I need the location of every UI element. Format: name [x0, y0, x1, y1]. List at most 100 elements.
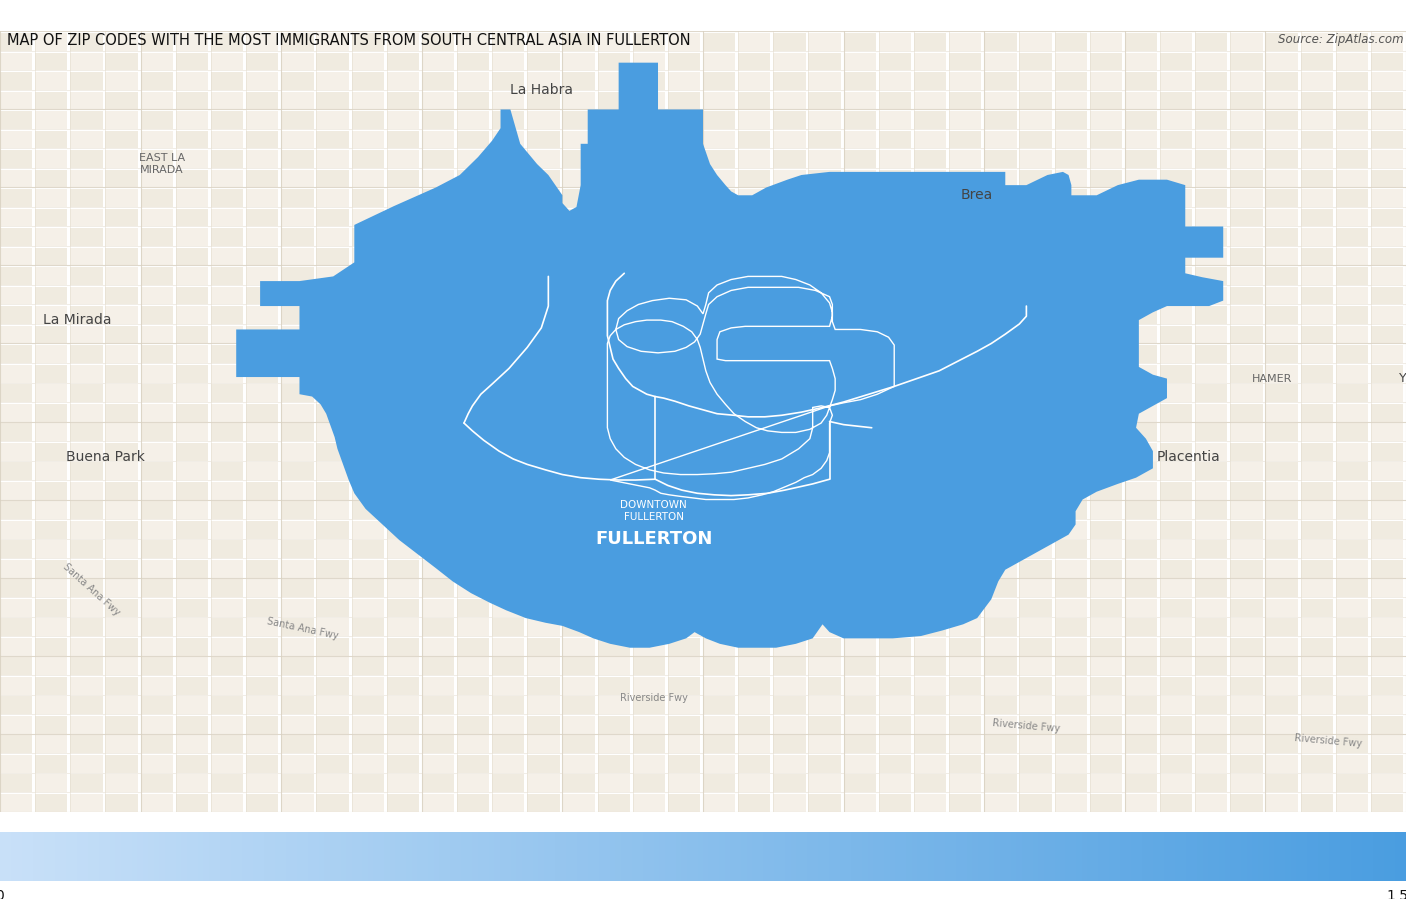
Polygon shape — [598, 209, 630, 227]
Polygon shape — [1125, 267, 1157, 285]
Polygon shape — [422, 599, 454, 617]
Polygon shape — [70, 267, 103, 285]
Polygon shape — [1195, 306, 1227, 324]
Polygon shape — [1301, 559, 1333, 577]
Polygon shape — [562, 462, 595, 480]
Polygon shape — [105, 306, 138, 324]
Polygon shape — [844, 170, 876, 188]
Polygon shape — [105, 657, 138, 675]
Polygon shape — [352, 345, 384, 363]
Polygon shape — [246, 735, 278, 753]
Polygon shape — [527, 170, 560, 188]
Polygon shape — [352, 696, 384, 714]
Polygon shape — [457, 462, 489, 480]
Polygon shape — [352, 404, 384, 422]
Polygon shape — [598, 247, 630, 265]
Polygon shape — [457, 716, 489, 734]
Polygon shape — [1195, 150, 1227, 168]
Polygon shape — [1195, 462, 1227, 480]
Polygon shape — [422, 657, 454, 675]
Polygon shape — [352, 72, 384, 90]
Polygon shape — [457, 130, 489, 148]
Polygon shape — [352, 794, 384, 812]
Polygon shape — [422, 228, 454, 246]
Polygon shape — [1301, 637, 1333, 655]
Polygon shape — [949, 52, 981, 70]
Polygon shape — [879, 72, 911, 90]
Polygon shape — [1054, 794, 1087, 812]
Polygon shape — [1054, 735, 1087, 753]
Polygon shape — [738, 423, 770, 441]
Polygon shape — [1125, 540, 1157, 558]
Polygon shape — [527, 442, 560, 460]
Polygon shape — [703, 209, 735, 227]
Polygon shape — [633, 540, 665, 558]
Polygon shape — [211, 442, 243, 460]
Polygon shape — [246, 189, 278, 207]
Polygon shape — [70, 579, 103, 597]
Polygon shape — [1160, 306, 1192, 324]
Polygon shape — [281, 306, 314, 324]
Polygon shape — [35, 774, 67, 792]
Polygon shape — [1019, 677, 1052, 695]
Polygon shape — [457, 754, 489, 772]
Polygon shape — [1125, 559, 1157, 577]
Polygon shape — [387, 52, 419, 70]
Polygon shape — [1336, 130, 1368, 148]
Polygon shape — [703, 754, 735, 772]
Polygon shape — [984, 794, 1017, 812]
Polygon shape — [387, 462, 419, 480]
Polygon shape — [492, 267, 524, 285]
Polygon shape — [773, 365, 806, 382]
Polygon shape — [105, 189, 138, 207]
Polygon shape — [492, 325, 524, 343]
Polygon shape — [422, 774, 454, 792]
Polygon shape — [844, 384, 876, 402]
Polygon shape — [1265, 345, 1298, 363]
Polygon shape — [387, 404, 419, 422]
Polygon shape — [633, 52, 665, 70]
Polygon shape — [281, 716, 314, 734]
Polygon shape — [457, 111, 489, 129]
Polygon shape — [492, 677, 524, 695]
Polygon shape — [176, 384, 208, 402]
Polygon shape — [316, 72, 349, 90]
Polygon shape — [598, 404, 630, 422]
Polygon shape — [1301, 423, 1333, 441]
Polygon shape — [1371, 325, 1403, 343]
Polygon shape — [1301, 404, 1333, 422]
Polygon shape — [422, 696, 454, 714]
Polygon shape — [1019, 482, 1052, 500]
Polygon shape — [0, 33, 32, 51]
Polygon shape — [176, 599, 208, 617]
Polygon shape — [1054, 559, 1087, 577]
Polygon shape — [773, 306, 806, 324]
Polygon shape — [1230, 72, 1263, 90]
Polygon shape — [1090, 774, 1122, 792]
Polygon shape — [808, 677, 841, 695]
Polygon shape — [1371, 33, 1403, 51]
Polygon shape — [633, 501, 665, 519]
Polygon shape — [844, 735, 876, 753]
Polygon shape — [1019, 774, 1052, 792]
Polygon shape — [844, 404, 876, 422]
Polygon shape — [1371, 365, 1403, 382]
Polygon shape — [316, 501, 349, 519]
Polygon shape — [527, 150, 560, 168]
Polygon shape — [35, 521, 67, 539]
Polygon shape — [387, 287, 419, 305]
Polygon shape — [211, 247, 243, 265]
Polygon shape — [141, 462, 173, 480]
Polygon shape — [1265, 130, 1298, 148]
Polygon shape — [35, 52, 67, 70]
Polygon shape — [352, 540, 384, 558]
Polygon shape — [1019, 754, 1052, 772]
Polygon shape — [1019, 150, 1052, 168]
Polygon shape — [1301, 579, 1333, 597]
Polygon shape — [492, 619, 524, 636]
Polygon shape — [387, 657, 419, 675]
Polygon shape — [949, 170, 981, 188]
Polygon shape — [105, 33, 138, 51]
Polygon shape — [703, 619, 735, 636]
Polygon shape — [246, 209, 278, 227]
